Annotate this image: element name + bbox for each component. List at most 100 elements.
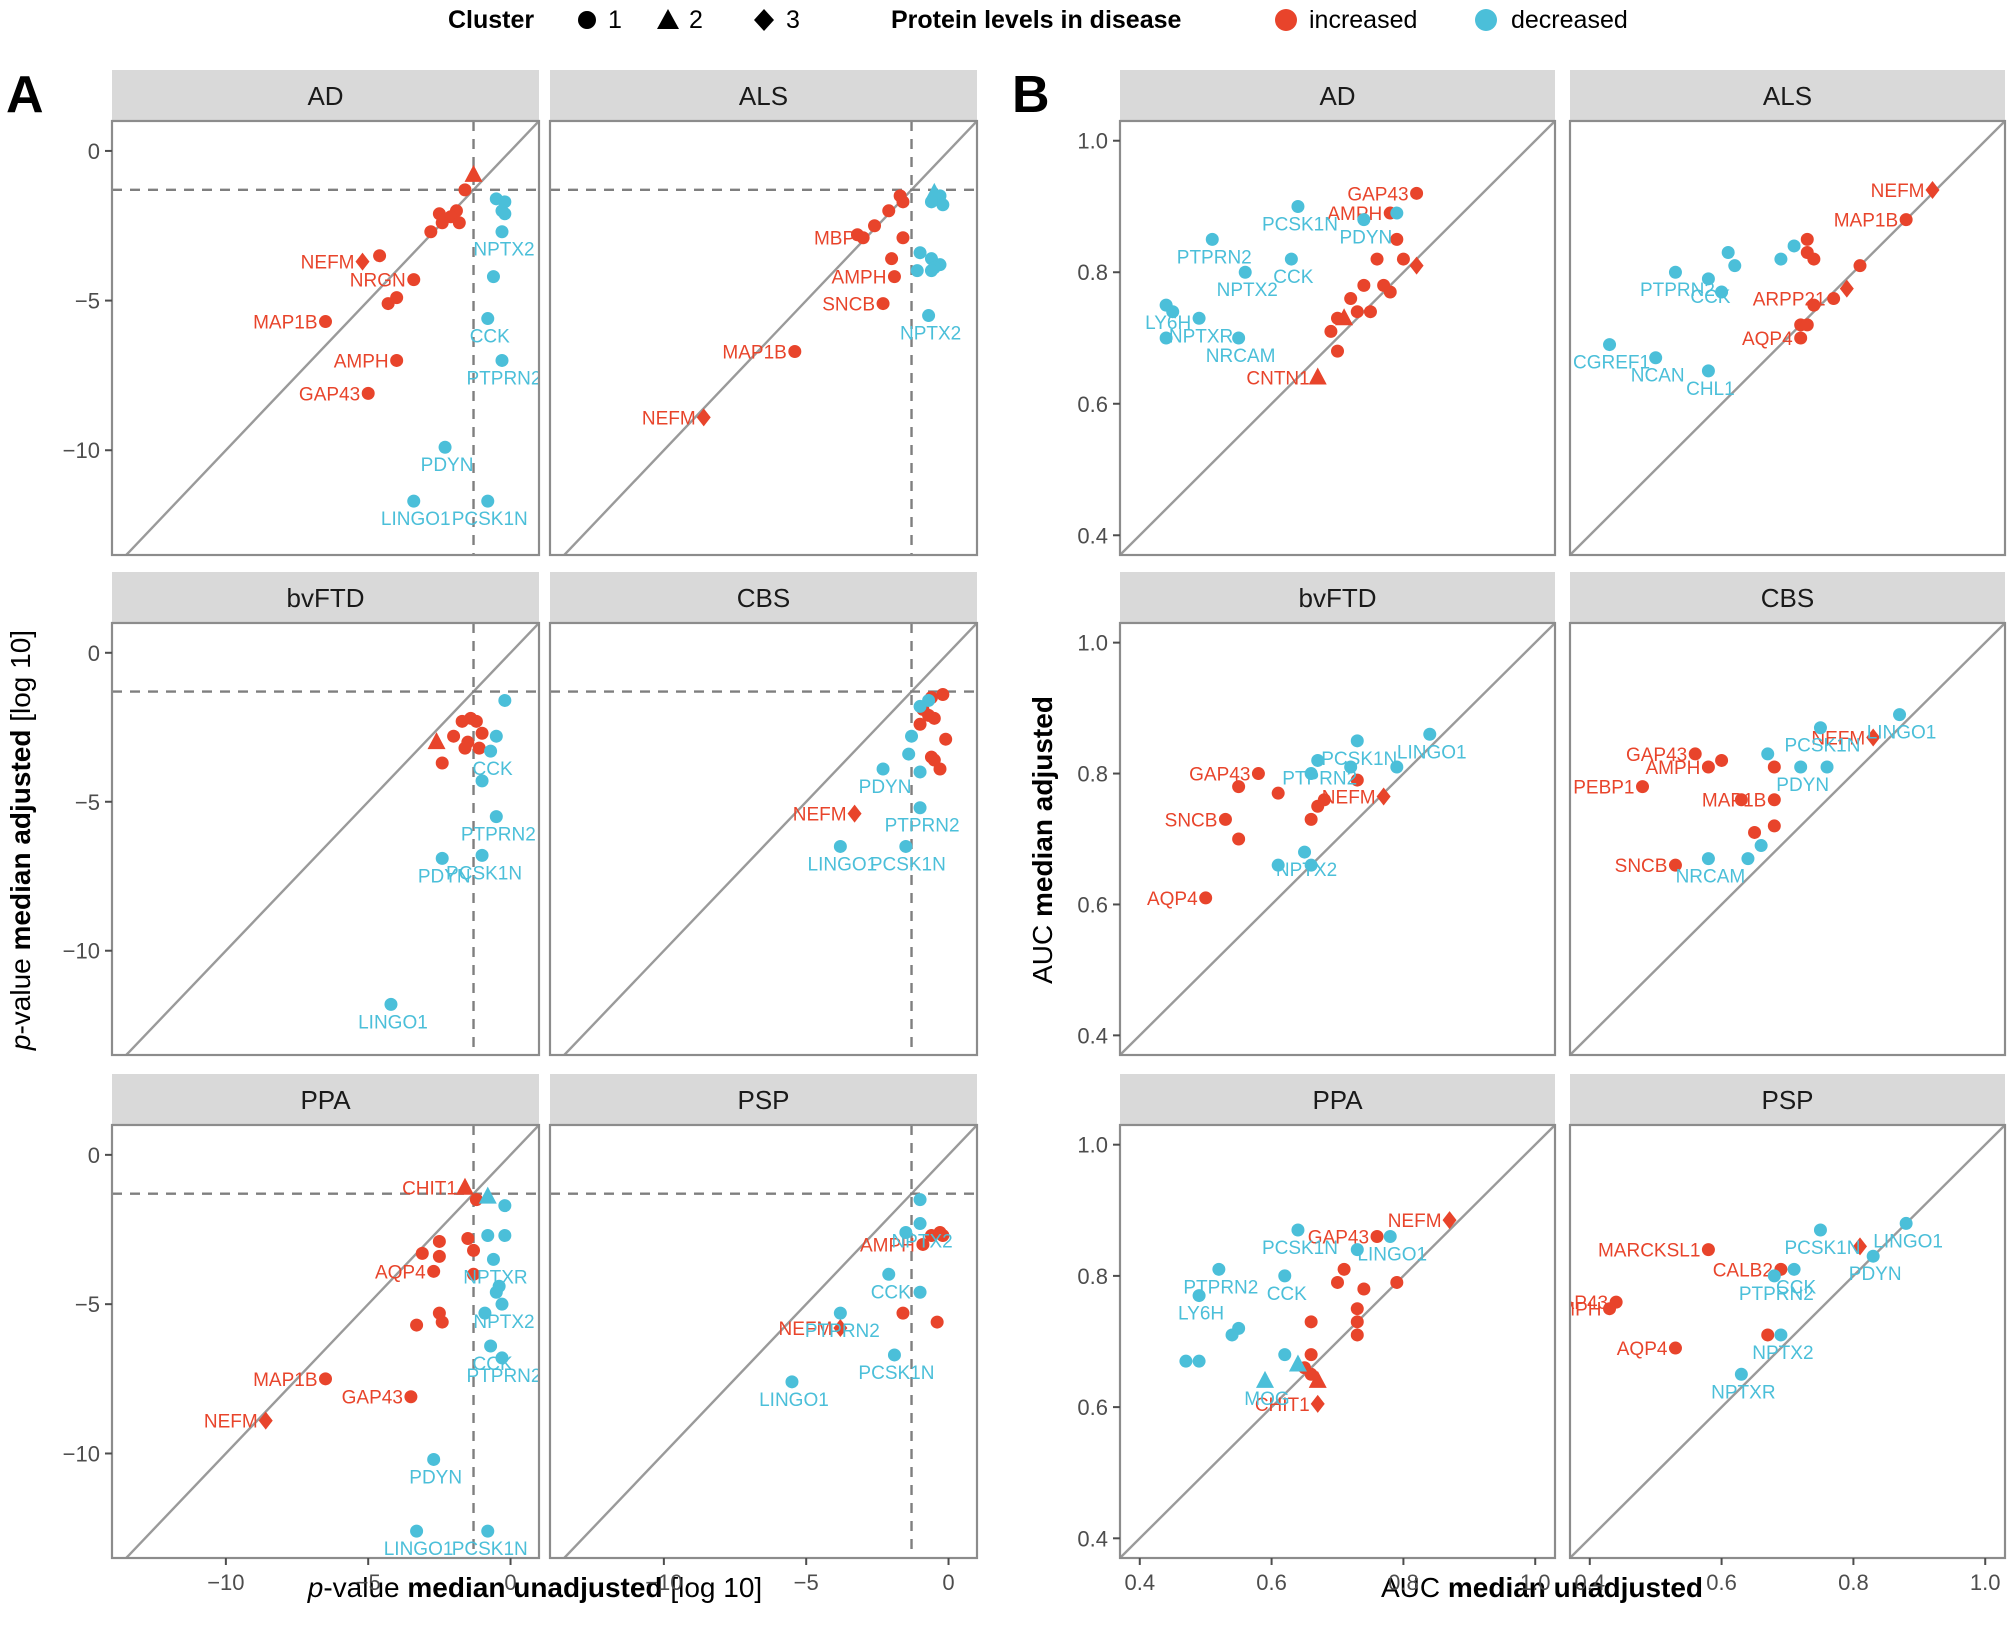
data-label: NCAN <box>1631 366 1685 387</box>
data-point-circle <box>1218 812 1232 826</box>
data-point-circle <box>498 1199 512 1213</box>
data-label: AMPH <box>860 1235 915 1256</box>
data-label: PCSK1N <box>1262 1238 1338 1259</box>
legend-decreased-icon <box>1475 9 1497 31</box>
facet-border <box>1118 621 1557 1057</box>
data-label: MARCKSL1 <box>1598 1241 1700 1262</box>
data-label: LINGO1 <box>1867 723 1937 744</box>
x-tick-label: 0.6 <box>1706 1570 1737 1595</box>
x-tick-label: −5 <box>356 1570 381 1595</box>
data-point-circle <box>435 851 449 865</box>
data-point-circle <box>1721 246 1735 260</box>
data-point-circle <box>1212 1262 1226 1276</box>
data-point-circle <box>1410 186 1424 200</box>
data-point-circle <box>481 1228 495 1242</box>
data-point-circle <box>1232 780 1246 794</box>
data-point-circle <box>481 1524 495 1538</box>
reference-line <box>563 623 977 1055</box>
panel-a-x-title-bold: median unadjusted <box>407 1572 662 1603</box>
data-point-triangle <box>455 1177 474 1195</box>
data-label: CHL1 <box>1686 379 1735 400</box>
facet-strip-label: PSP <box>1761 1085 1813 1115</box>
data-point-circle <box>373 249 387 263</box>
legend-circle-icon <box>578 11 596 29</box>
data-point-circle <box>1741 852 1755 866</box>
data-point-circle <box>435 756 449 770</box>
data-label: PTPRN2 <box>467 1366 542 1387</box>
data-label: PTPRN2 <box>467 368 542 389</box>
data-point-circle <box>1357 1282 1371 1296</box>
data-label: NPTX2 <box>473 240 534 261</box>
y-tick-label: 0.6 <box>1077 892 1108 917</box>
data-point-circle <box>1893 708 1907 722</box>
data-point-circle <box>1311 799 1325 813</box>
data-label: PCSK1N <box>1262 214 1338 235</box>
data-point-circle <box>916 1237 930 1251</box>
data-point-circle <box>1767 793 1781 807</box>
facet-border <box>1118 1123 1557 1560</box>
data-point-circle <box>498 693 512 707</box>
data-point-circle <box>924 195 938 209</box>
reference-line <box>563 121 977 555</box>
data-point-circle <box>1701 852 1715 866</box>
facet-border <box>110 621 541 1057</box>
data-point-circle <box>1734 1367 1748 1381</box>
data-point-diamond <box>355 252 370 271</box>
data-label: CHIT1 <box>402 1179 457 1200</box>
data-label: PDYN <box>1339 228 1392 249</box>
data-label: NPTXR <box>463 1267 527 1288</box>
data-point-circle <box>1350 1302 1364 1316</box>
panel-b-y-title-mid: AUC <box>1027 917 1058 984</box>
data-point-circle <box>1800 318 1814 332</box>
facet-strip <box>1570 70 2005 121</box>
data-point-circle <box>1390 1275 1404 1289</box>
panel-a-tag: A <box>6 66 44 124</box>
data-label: SNCB <box>1165 810 1218 831</box>
legend-cluster-1-label: 1 <box>608 6 622 34</box>
y-tick-label: 0 <box>88 139 100 164</box>
data-point-circle <box>1767 1269 1781 1283</box>
legend-increased-icon <box>1275 9 1297 31</box>
data-label: NRCAM <box>1676 867 1746 888</box>
data-point-circle <box>1350 1315 1364 1329</box>
data-label: PEBP1 <box>1573 778 1634 799</box>
facet-b-als: ALSNEFMMAP1BARPP21AQP4PTPRN2CCKCGREF1NCA… <box>1568 70 2007 557</box>
legend-decreased-label: decreased <box>1511 6 1628 34</box>
y-tick-label: −10 <box>63 438 100 463</box>
reference-line <box>1120 1125 1555 1558</box>
data-point-diamond <box>1376 787 1391 806</box>
panel-a-y-title: p-value median adjusted [log 10] <box>5 630 36 1051</box>
data-label: PTPRN2 <box>885 816 960 837</box>
facet-strip-label: ALS <box>1763 81 1812 111</box>
data-label: AMPH <box>1547 1300 1602 1321</box>
data-point-circle <box>1827 292 1841 306</box>
data-point-diamond <box>1853 1237 1867 1256</box>
data-point-circle <box>788 344 802 358</box>
data-point-circle <box>785 1375 799 1389</box>
data-point-circle <box>1649 351 1663 365</box>
data-point-circle <box>484 744 498 758</box>
data-point-circle <box>390 353 404 367</box>
data-point-circle <box>1800 232 1814 246</box>
data-point-diamond <box>1866 728 1881 747</box>
data-label: AQP4 <box>375 1262 426 1283</box>
facet-strip <box>112 1074 539 1125</box>
x-tick-label: 0 <box>942 1570 954 1595</box>
data-point-circle <box>1603 338 1617 352</box>
data-point-circle <box>475 848 489 862</box>
data-point-circle <box>489 1285 503 1299</box>
facet-border <box>548 1123 979 1560</box>
data-point-circle <box>896 195 910 209</box>
facet-strip-label: bvFTD <box>1299 583 1377 613</box>
data-label: NEFM <box>301 253 355 274</box>
data-point-circle <box>1357 213 1371 227</box>
data-point-circle <box>486 270 500 284</box>
data-point-circle <box>1166 305 1180 319</box>
data-point-circle <box>1728 259 1742 273</box>
facet-strip <box>1120 1074 1555 1125</box>
data-point-circle <box>432 1234 446 1248</box>
data-point-circle <box>319 315 332 329</box>
y-tick-label: 1.0 <box>1077 1133 1108 1158</box>
data-label: GAP43 <box>299 384 360 405</box>
